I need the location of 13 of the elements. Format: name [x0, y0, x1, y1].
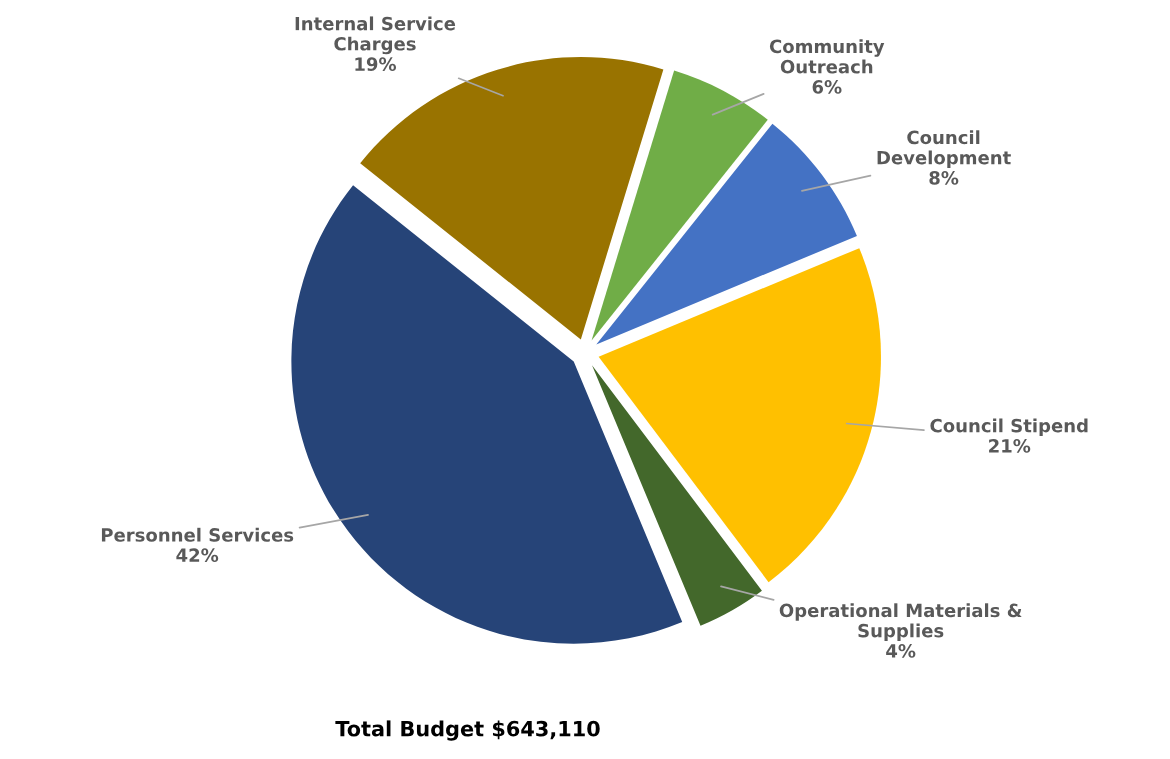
slice-label: Personnel Services	[101, 527, 294, 542]
slice-label: Council Development	[877, 130, 1011, 168]
slice-label: Community Outreach	[769, 39, 885, 74]
data-label: 21%	[989, 439, 1031, 453]
slice-label: Council Stipend	[930, 418, 1088, 436]
data-label: 19%	[355, 57, 397, 71]
data-label: 42%	[176, 548, 219, 562]
slice-label: Operational Materials & Supplies	[779, 603, 1022, 641]
text: Total Budget $643,110	[335, 720, 600, 741]
data-label: 4%	[886, 644, 916, 658]
data-label: 8%	[929, 171, 959, 185]
data-label: 6%	[812, 80, 842, 94]
slice-label: Internal Service Charges	[295, 16, 456, 55]
